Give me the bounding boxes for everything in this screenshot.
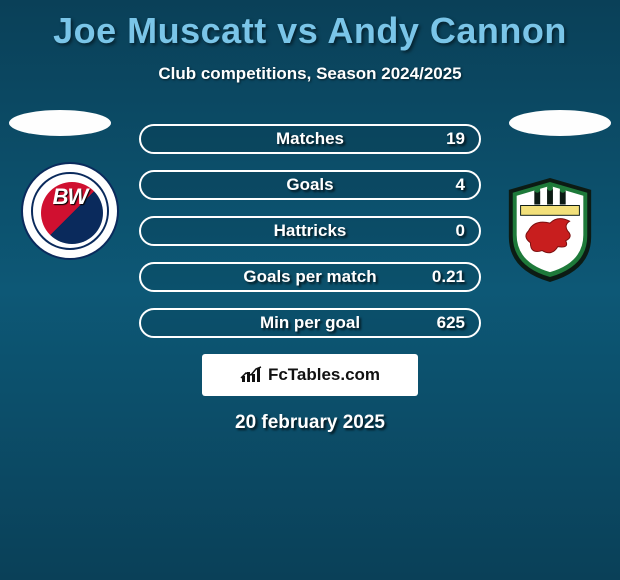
stat-value-right: 19 xyxy=(446,126,465,152)
highlight-ellipse-right xyxy=(509,110,611,136)
stat-value-right: 625 xyxy=(437,310,465,336)
team-crest-right xyxy=(501,176,599,284)
stat-bar: Goals per match 0.21 xyxy=(139,262,481,292)
crest-left-letters: BW xyxy=(23,184,117,210)
date-text: 20 february 2025 xyxy=(0,412,620,434)
bar-chart-icon xyxy=(240,366,262,384)
brand-text: FcTables.com xyxy=(268,365,380,385)
stat-bar: Goals 4 xyxy=(139,170,481,200)
stat-label: Min per goal xyxy=(141,310,479,336)
stat-value-right: 0.21 xyxy=(432,264,465,290)
subtitle: Club competitions, Season 2024/2025 xyxy=(0,64,620,84)
stat-label: Hattricks xyxy=(141,218,479,244)
stat-bar: Min per goal 625 xyxy=(139,308,481,338)
stat-value-right: 4 xyxy=(456,172,465,198)
stat-value-right: 0 xyxy=(456,218,465,244)
wrexham-crest-svg xyxy=(501,176,599,284)
stat-bar: Matches 19 xyxy=(139,124,481,154)
page-title: Joe Muscatt vs Andy Cannon xyxy=(0,0,620,52)
stat-label: Goals per match xyxy=(141,264,479,290)
brand-badge[interactable]: FcTables.com xyxy=(202,354,418,396)
stats-bars: Matches 19 Goals 4 Hattricks 0 Goals per… xyxy=(139,112,481,338)
comparison-panel: BW Matches 19 Goals 4 Hattricks xyxy=(0,112,620,434)
highlight-ellipse-left xyxy=(9,110,111,136)
stat-bar: Hattricks 0 xyxy=(139,216,481,246)
team-crest-left: BW xyxy=(21,162,119,260)
stat-label: Goals xyxy=(141,172,479,198)
stat-label: Matches xyxy=(141,126,479,152)
